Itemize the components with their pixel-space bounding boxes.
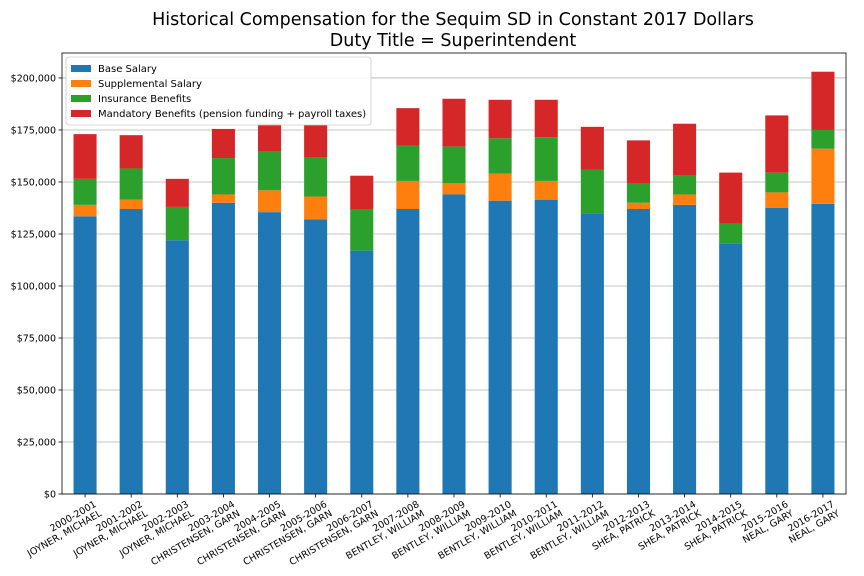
bar-2009-2010-series-2 (488, 138, 512, 174)
y-tick-label-7: $175,000 (11, 125, 56, 136)
bar-2013-2014-series-2 (673, 175, 697, 195)
bar-2000-2001-series-0 (73, 216, 97, 495)
bar-2007-2008-series-1 (396, 180, 420, 210)
bar-2005-2006-series-0 (304, 219, 328, 494)
bar-2010-2011-series-0 (534, 199, 558, 494)
y-axis-ticks: $0 $25,000 $50,000 $75,000 $100,000 $125,000 $… (11, 73, 62, 501)
bar-2005-2006-series-2 (304, 157, 328, 197)
x-tick-label-16: 2016-2017NEAL, GARY (782, 499, 842, 546)
bar-2004-2005-series-2 (258, 151, 282, 191)
bar-2015-2016-series-0 (765, 207, 789, 494)
bar-2011-2012-series-2 (580, 169, 604, 214)
bar-2014-2015-series-3 (719, 172, 743, 224)
y-tick-label-4: $100,000 (11, 281, 56, 292)
y-tick-label-6: $150,000 (11, 177, 56, 188)
bar-2008-2009-series-0 (442, 194, 466, 495)
bar-2001-2002-series-2 (119, 168, 143, 200)
bar-2003-2004-series-1 (211, 194, 235, 203)
bar-2016-2017-series-0 (811, 203, 835, 495)
bars (73, 71, 835, 495)
bar-2000-2001-series-2 (73, 178, 97, 205)
bar-2015-2016-series-1 (765, 192, 789, 208)
bar-2014-2015-series-0 (719, 243, 743, 494)
bar-2009-2010-series-3 (488, 99, 512, 139)
legend-label-2: Insurance Benefits (98, 94, 191, 105)
bar-2002-2003-series-0 (165, 240, 189, 494)
bar-2010-2011-series-1 (534, 180, 558, 200)
y-tick-label-2: $50,000 (17, 385, 56, 396)
x-axis-ticks: 2000-2001JOYNER, MICHAEL2001-2002JOYNER,… (25, 494, 842, 568)
y-tick-label-0: $0 (44, 490, 56, 501)
y-tick-label-1: $25,000 (17, 437, 56, 448)
bar-2012-2013-series-2 (626, 183, 650, 203)
bar-2000-2001-series-1 (73, 204, 97, 217)
legend-swatch-2 (71, 95, 91, 102)
x-tick-label-15: 2015-2016NEAL, GARY (736, 499, 796, 546)
y-tick-label-8: $200,000 (11, 73, 56, 84)
bar-2010-2011-series-2 (534, 137, 558, 181)
bar-2003-2004-series-2 (211, 158, 235, 195)
bar-2015-2016-series-3 (765, 115, 789, 173)
bar-2006-2007-series-2 (350, 209, 374, 251)
legend-swatch-3 (71, 110, 91, 117)
bar-2005-2006-series-1 (304, 196, 328, 220)
bar-2007-2008-series-0 (396, 209, 420, 494)
bar-2003-2004-series-3 (211, 128, 235, 159)
bar-2009-2010-series-0 (488, 200, 512, 494)
bar-2008-2009-series-2 (442, 146, 466, 184)
chart-subtitle: Duty Title = Superintendent (330, 31, 577, 51)
bar-2014-2015-series-2 (719, 223, 743, 244)
bar-2011-2012-series-0 (580, 213, 604, 494)
bar-2003-2004-series-0 (211, 202, 235, 494)
bar-2001-2002-series-1 (119, 199, 143, 210)
bar-2016-2017-series-1 (811, 148, 835, 204)
bar-2008-2009-series-1 (442, 183, 466, 195)
legend-swatch-0 (71, 65, 91, 72)
bar-2006-2007-series-3 (350, 175, 374, 210)
bar-2004-2005-series-1 (258, 190, 282, 213)
bar-2000-2001-series-3 (73, 134, 97, 179)
y-tick-label-3: $75,000 (17, 333, 56, 344)
bar-2015-2016-series-2 (765, 172, 789, 193)
bar-2006-2007-series-0 (350, 250, 374, 494)
bar-2012-2013-series-1 (626, 202, 650, 210)
bar-2007-2008-series-2 (396, 145, 420, 181)
bar-2013-2014-series-3 (673, 123, 697, 176)
bar-2002-2003-series-3 (165, 178, 189, 207)
legend-label-1: Supplemental Salary (98, 79, 202, 90)
bar-2010-2011-series-3 (534, 99, 558, 138)
legend: Base Salary Supplemental Salary Insurance … (65, 56, 372, 126)
bar-2002-2003-series-2 (165, 206, 189, 241)
bar-2012-2013-series-3 (626, 140, 650, 184)
y-tick-label-5: $125,000 (11, 229, 56, 240)
bar-2008-2009-series-3 (442, 98, 466, 147)
bar-2007-2008-series-3 (396, 108, 420, 146)
bar-2009-2010-series-1 (488, 173, 512, 201)
legend-swatch-1 (71, 80, 91, 87)
bar-2016-2017-series-3 (811, 71, 835, 130)
bar-2011-2012-series-3 (580, 126, 604, 170)
chart-title: Historical Compensation for the Sequim S… (152, 10, 754, 30)
legend-label-0: Base Salary (98, 64, 157, 75)
bar-2001-2002-series-0 (119, 209, 143, 494)
bar-2016-2017-series-2 (811, 129, 835, 149)
bar-2012-2013-series-0 (626, 209, 650, 494)
legend-label-3: Mandatory Benefits (pension funding + pa… (98, 109, 366, 120)
bar-2004-2005-series-0 (258, 212, 282, 494)
bar-2005-2006-series-3 (304, 124, 328, 158)
bar-2013-2014-series-1 (673, 194, 697, 205)
bar-2004-2005-series-3 (258, 123, 282, 152)
bar-2001-2002-series-3 (119, 135, 143, 169)
bar-2013-2014-series-0 (673, 204, 697, 495)
legend-box (65, 56, 372, 126)
